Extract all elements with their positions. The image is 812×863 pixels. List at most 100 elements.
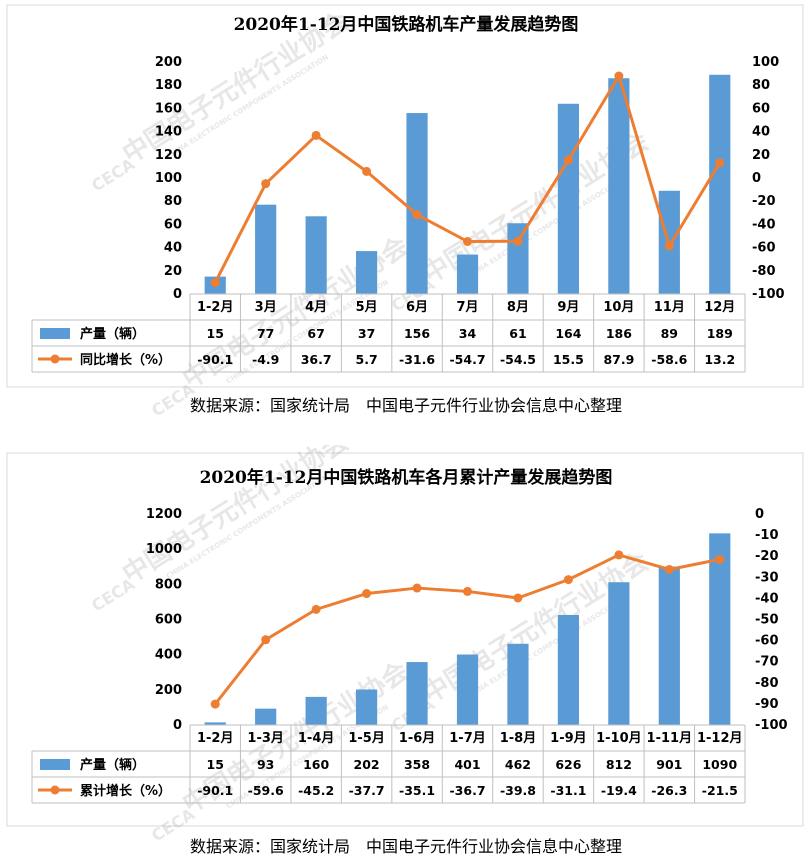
right-axis-tick: -80 bbox=[752, 264, 776, 279]
right-axis-tick: -90 bbox=[755, 697, 779, 712]
table-value: 93 bbox=[257, 757, 274, 772]
left-axis-tick: 1000 bbox=[146, 542, 182, 557]
table-value: -90.1 bbox=[197, 783, 233, 798]
right-axis-tick: -40 bbox=[752, 217, 776, 232]
right-axis-tick: 0 bbox=[755, 507, 764, 522]
right-axis-tick: -60 bbox=[752, 241, 776, 256]
line-point bbox=[210, 278, 220, 288]
left-axis-tick: 140 bbox=[155, 125, 182, 140]
table-value: 77 bbox=[257, 326, 274, 341]
line-point bbox=[311, 130, 321, 140]
line-point bbox=[614, 550, 624, 560]
table-value: -45.2 bbox=[298, 783, 334, 798]
bar bbox=[255, 204, 277, 294]
category-label: 11月 bbox=[654, 300, 685, 315]
legend-line-label: 同比增长（%） bbox=[80, 352, 171, 368]
legend-bar-label: 产量（辆） bbox=[80, 326, 145, 342]
table-value: -26.3 bbox=[651, 783, 687, 798]
right-axis-tick: -40 bbox=[755, 591, 779, 606]
left-axis-tick: 120 bbox=[155, 148, 182, 163]
line-point bbox=[563, 155, 573, 165]
table-value: 13.2 bbox=[704, 352, 735, 367]
category-label: 1-7月 bbox=[449, 731, 486, 746]
right-axis-tick: -20 bbox=[752, 194, 776, 209]
category-label: 1-4月 bbox=[298, 731, 335, 746]
table-value: -31.6 bbox=[399, 352, 435, 367]
category-label: 9月 bbox=[557, 300, 579, 315]
category-label: 1-3月 bbox=[247, 731, 284, 746]
line-point bbox=[715, 158, 725, 168]
table-value: 626 bbox=[555, 757, 581, 772]
category-label: 1-10月 bbox=[596, 731, 642, 746]
table-value: 67 bbox=[307, 326, 324, 341]
bar bbox=[204, 722, 226, 725]
legend-line-marker bbox=[50, 354, 60, 364]
legend-bar-swatch bbox=[40, 328, 70, 339]
bar bbox=[255, 708, 277, 725]
line-point bbox=[412, 210, 422, 220]
category-label: 10月 bbox=[603, 300, 634, 315]
right-axis-tick: -20 bbox=[755, 549, 779, 564]
bar bbox=[456, 654, 479, 725]
bar bbox=[557, 103, 580, 294]
right-axis-tick: 40 bbox=[752, 125, 770, 140]
line-point bbox=[210, 699, 220, 709]
category-label: 12月 bbox=[704, 300, 735, 315]
table-value: 401 bbox=[454, 757, 480, 772]
data-source: 数据来源：国家统计局 中国电子元件行业协会信息中心整理 bbox=[190, 837, 622, 856]
table-value: 36.7 bbox=[301, 352, 332, 367]
table-value: 15.5 bbox=[553, 352, 584, 367]
left-axis-tick: 200 bbox=[155, 683, 182, 698]
table-value: -59.6 bbox=[248, 783, 284, 798]
left-axis-tick: 200 bbox=[155, 55, 182, 70]
table-value: 164 bbox=[555, 326, 581, 341]
line-point bbox=[261, 635, 271, 645]
table-value: 87.9 bbox=[603, 352, 634, 367]
right-axis-tick: -10 bbox=[755, 528, 779, 543]
chart-title: 2020年1-12月中国铁路机车产量发展趋势图 bbox=[234, 14, 579, 35]
right-axis-tick: -60 bbox=[755, 634, 779, 649]
bar bbox=[608, 78, 630, 295]
table-value: -37.7 bbox=[349, 783, 385, 798]
bar bbox=[456, 254, 479, 294]
line-point bbox=[513, 236, 523, 246]
table-value: -19.4 bbox=[601, 783, 637, 798]
table-value: 15 bbox=[207, 326, 224, 341]
line-point bbox=[563, 575, 573, 585]
chart-title: 2020年1-12月中国铁路机车各月累计产量发展趋势图 bbox=[200, 467, 613, 488]
left-axis-tick: 400 bbox=[155, 648, 182, 663]
category-label: 1-12月 bbox=[697, 731, 743, 746]
category-label: 1-2月 bbox=[197, 731, 234, 746]
line-point bbox=[664, 564, 674, 574]
table-value: -58.6 bbox=[651, 352, 687, 367]
bar bbox=[507, 223, 529, 294]
table-value: 61 bbox=[509, 326, 526, 341]
table-value: -90.1 bbox=[197, 352, 233, 367]
bar bbox=[355, 251, 378, 294]
line-point bbox=[614, 71, 624, 81]
right-axis-tick: 80 bbox=[752, 78, 770, 93]
table-value: 1090 bbox=[702, 757, 737, 772]
category-label: 1-5月 bbox=[348, 731, 385, 746]
left-axis-tick: 600 bbox=[155, 613, 182, 628]
chart-panel-monthly: 中国电子元件行业协会 CHINA ELECTRONIC COMPONENTS AS… bbox=[0, 0, 812, 430]
legend-bar-swatch bbox=[40, 759, 70, 770]
right-axis-tick: -70 bbox=[755, 655, 779, 670]
right-axis-tick: -100 bbox=[752, 287, 785, 302]
left-axis-tick: 160 bbox=[155, 101, 182, 116]
table-value: 15 bbox=[207, 757, 224, 772]
category-label: 1-11月 bbox=[647, 731, 693, 746]
bar bbox=[557, 614, 580, 725]
line-point bbox=[664, 241, 674, 251]
category-label: 7月 bbox=[456, 300, 478, 315]
category-label: 1-2月 bbox=[197, 300, 234, 315]
legend-line-marker bbox=[50, 785, 60, 795]
table-value: -31.1 bbox=[550, 783, 586, 798]
line-point bbox=[412, 583, 422, 593]
legend-line-label: 累计增长（%） bbox=[80, 783, 171, 799]
bar bbox=[406, 662, 428, 725]
category-label: 5月 bbox=[356, 300, 378, 315]
table-value: -54.5 bbox=[500, 352, 536, 367]
table-value: 202 bbox=[354, 757, 380, 772]
table-value: 5.7 bbox=[356, 352, 378, 367]
